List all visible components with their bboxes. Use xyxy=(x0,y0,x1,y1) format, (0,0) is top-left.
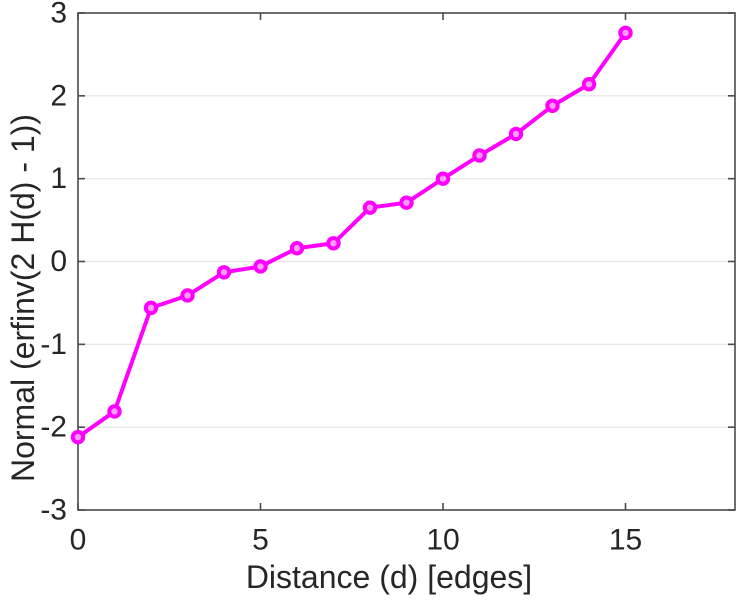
data-point-7 xyxy=(326,236,341,251)
y-axis-label: Normal (erfinv(2 H(d) - 1)) xyxy=(5,114,41,482)
x-tick-labels: 0 5 10 15 xyxy=(70,524,643,557)
data-markers xyxy=(70,25,633,445)
x-axis-label: Distance (d) [edges] xyxy=(246,559,532,595)
data-point-11 xyxy=(472,148,487,163)
data-point-9 xyxy=(399,195,414,210)
data-point-13 xyxy=(545,98,560,113)
y-tick-label--3: -3 xyxy=(40,494,67,527)
data-point-4 xyxy=(216,265,232,280)
x-tick-label-15: 15 xyxy=(609,524,642,557)
y-tick-label-2: 2 xyxy=(50,79,67,112)
y-tick-label-3: 3 xyxy=(50,0,67,30)
data-point-3 xyxy=(180,288,195,303)
data-line xyxy=(76,30,628,440)
data-point-0 xyxy=(70,429,86,445)
data-point-2 xyxy=(143,300,159,316)
y-tick-label--2: -2 xyxy=(40,411,67,444)
data-point-10 xyxy=(435,171,451,186)
x-tick-label-10: 10 xyxy=(426,524,459,557)
data-point-14 xyxy=(581,77,597,92)
data-point-15 xyxy=(618,25,633,41)
data-point-1 xyxy=(107,404,122,419)
x-tick-label-0: 0 xyxy=(70,524,87,557)
data-point-6 xyxy=(289,241,305,256)
data-point-5 xyxy=(253,259,268,274)
x-tick-label-5: 5 xyxy=(252,524,269,557)
y-tick-label-1: 1 xyxy=(50,162,67,195)
data-point-12 xyxy=(508,126,524,142)
data-point-8 xyxy=(362,200,378,215)
plot-border xyxy=(77,12,736,511)
y-tick-labels: -3 -2 -1 0 1 2 3 xyxy=(40,0,67,527)
y-tick-label-0: 0 xyxy=(50,245,67,278)
gridlines xyxy=(78,95,735,428)
y-tick-label--1: -1 xyxy=(40,328,67,361)
